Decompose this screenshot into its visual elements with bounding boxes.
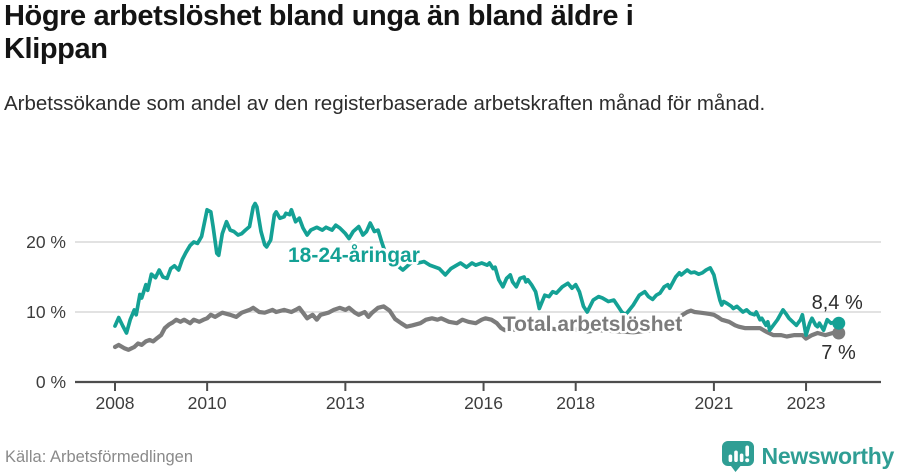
newsworthy-logo: Newsworthy — [721, 440, 894, 473]
chart-subtitle: Arbetssökande som andel av den registerb… — [4, 92, 766, 115]
newsworthy-badge-icon — [721, 441, 754, 472]
newsworthy-wordmark: Newsworthy — [761, 443, 895, 469]
end-value-label: 8,4 % — [812, 292, 863, 314]
y-tick-label: 10 % — [26, 302, 66, 322]
series-line-total — [112, 304, 841, 352]
x-tick-label: 2023 — [787, 393, 826, 413]
source-note: Källa: Arbetsförmedlingen — [5, 448, 194, 466]
series-line-young — [113, 201, 841, 337]
x-tick-label: 2013 — [326, 393, 365, 413]
x-tick-label: 2021 — [694, 393, 733, 413]
x-tick-label: 2018 — [556, 393, 595, 413]
series-end-dot — [832, 316, 846, 330]
x-tick-label: 2010 — [188, 393, 227, 413]
x-tick-label: 2008 — [96, 393, 135, 413]
y-tick-label: 0 % — [36, 372, 66, 392]
y-tick-label: 20 % — [26, 232, 66, 252]
series-label: Total arbetslöshet — [503, 313, 682, 336]
page-title: Högre arbetslöshet bland unga än bland ä… — [4, 0, 634, 66]
series-end-dot — [832, 326, 846, 340]
x-tick-label: 2016 — [464, 393, 503, 413]
series-label: 18-24-åringar — [288, 244, 420, 267]
end-value-label: 7 % — [821, 342, 856, 364]
